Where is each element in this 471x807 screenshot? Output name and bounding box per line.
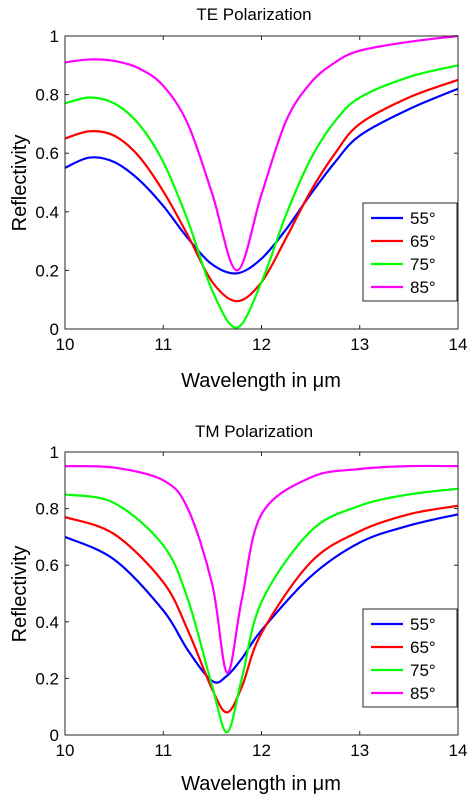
y-tick-label: 0.4 bbox=[35, 203, 59, 222]
chart-title: TE Polarization bbox=[196, 5, 311, 24]
x-axis-label: Wavelength in μm bbox=[181, 370, 341, 392]
legend-box bbox=[362, 608, 458, 708]
series-lines bbox=[64, 34, 459, 329]
x-tick-label: 10 bbox=[56, 741, 75, 760]
x-tick-label: 14 bbox=[449, 335, 468, 354]
x-tick-label: 10 bbox=[56, 335, 75, 354]
legend-label-1: 65° bbox=[410, 638, 436, 657]
y-tick-label: 0.6 bbox=[35, 144, 59, 163]
x-tick-label: 13 bbox=[350, 335, 369, 354]
series-line-1 bbox=[64, 78, 459, 303]
x-tick-label: 14 bbox=[449, 741, 468, 760]
te-polarization-chart: TE Polarization 10 11 12 13 1400.20.40.60.81… bbox=[9, 5, 467, 392]
y-tick-label: 0.8 bbox=[35, 500, 59, 519]
y-tick-label: 0.2 bbox=[35, 669, 59, 688]
series-line-3 bbox=[64, 464, 459, 674]
legend-label-0: 55° bbox=[410, 209, 436, 228]
series-line-2 bbox=[64, 64, 459, 329]
legend-label-3: 85° bbox=[410, 684, 436, 703]
y-tick-label: 0.6 bbox=[35, 556, 59, 575]
y-axis-label: Reflectivity bbox=[9, 546, 31, 643]
legend: 55° 65° 75° 85° bbox=[362, 608, 458, 708]
axis-ticks: 10 11 12 13 14 0 0.2 0.4 0.6 0.8 1 bbox=[35, 443, 467, 760]
legend-label-0: 55° bbox=[410, 615, 436, 634]
y-tick-label: 0.4 bbox=[35, 613, 59, 632]
y-tick-label: 1 bbox=[50, 27, 59, 46]
axis-ticks: 10 11 12 13 14 0 0.2 0.4 0.6 0.8 1 bbox=[35, 27, 467, 354]
x-tick-label: 12 bbox=[252, 335, 271, 354]
legend-label-3: 85° bbox=[410, 278, 436, 297]
chart-title: TM Polarization bbox=[195, 422, 313, 441]
y-tick-label: 0.2 bbox=[35, 261, 59, 280]
y-tick-label: 0 bbox=[50, 320, 59, 339]
legend-label-2: 75° bbox=[410, 255, 436, 274]
legend-label-1: 65° bbox=[410, 232, 436, 251]
x-tick-label: 11 bbox=[154, 335, 172, 354]
series-line-0 bbox=[64, 87, 459, 275]
y-tick-label: 0.8 bbox=[35, 86, 59, 105]
y-axis-label: Reflectivity bbox=[9, 135, 31, 232]
legend-label-2: 75° bbox=[410, 661, 436, 680]
x-tick-label: 11 bbox=[154, 741, 172, 760]
series-line-3 bbox=[64, 34, 459, 272]
series-line-2 bbox=[64, 487, 459, 734]
x-tick-label: 13 bbox=[350, 741, 369, 760]
x-axis-label: Wavelength in μm bbox=[181, 773, 341, 795]
x-tick-label: 12 bbox=[252, 741, 271, 760]
y-tick-label: 1 bbox=[50, 443, 59, 462]
series-line-1 bbox=[64, 504, 459, 714]
legend-box bbox=[362, 202, 458, 302]
series-lines bbox=[64, 464, 459, 734]
legend: 55° 65° 75° 85° bbox=[362, 202, 458, 302]
y-tick-label: 0 bbox=[50, 726, 59, 745]
tm-polarization-chart: TM Polarization 10 11 12 13 1400.20.40.60.81… bbox=[9, 422, 467, 795]
series-line-0 bbox=[64, 513, 459, 684]
